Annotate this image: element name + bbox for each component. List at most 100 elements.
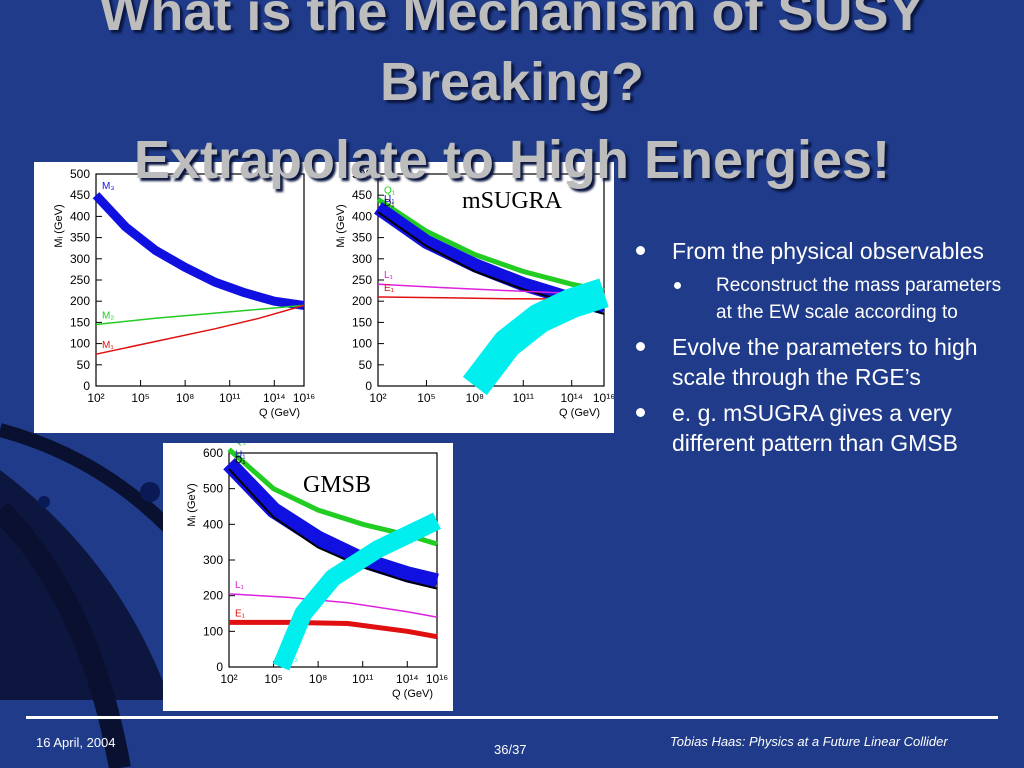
y-tick-label: 500 [352,167,372,181]
series-line [228,468,438,590]
series-label: E₁ [235,608,246,619]
bullet-text: Evolve the parameters to high scale thro… [672,334,978,390]
y-axis-label: Mᵢ (GeV) [335,204,347,247]
series-label: D₁ [235,455,246,466]
series-label: H₂ [287,653,298,664]
y-tick-label: 450 [352,188,372,202]
x-tick-label: 10¹⁴ [560,391,583,405]
bullet-list: From the physical observables Reconstruc… [636,236,1016,464]
y-tick-label: 50 [359,358,373,372]
x-tick-label: 10¹⁶ [426,672,448,686]
y-tick-label: 0 [83,379,90,393]
footer-page-number: 36/37 [494,742,527,757]
sub-bullet-dot-icon [674,282,681,289]
plot-frame [95,173,305,387]
y-tick-label: 500 [203,482,223,496]
series-label: Q₁ [384,185,396,196]
series-line [223,458,439,590]
gmsb-label: GMSB [303,472,372,498]
bullet-dot-icon [636,342,645,351]
x-tick-label: 10² [369,391,386,405]
series-line [92,192,305,310]
msugra-label: mSUGRA [462,188,563,214]
y-tick-label: 100 [203,624,223,638]
y-tick-label: 300 [352,252,372,266]
x-axis-label: Q (GeV) [259,407,300,419]
footer-author: Tobias Haas: Physics at a Future Linear … [670,734,948,749]
y-tick-label: 300 [70,252,90,266]
x-tick-label: 10⁵ [417,391,435,405]
y-tick-label: 0 [365,379,372,393]
y-tick-label: 400 [203,517,223,531]
y-tick-label: 150 [70,315,90,329]
series-label: M₁ [102,340,114,351]
x-tick-label: 10⁸ [466,391,484,405]
footer-date: 16 April, 2004 [36,735,116,750]
footer-divider [26,716,998,719]
series-line [95,304,305,326]
y-tick-label: 200 [352,294,372,308]
x-tick-label: 10⁸ [176,391,194,405]
slide-title-line-1: What is the Mechanism of SUSY [99,0,925,42]
y-tick-label: 150 [352,315,372,329]
y-tick-label: 300 [203,553,223,567]
series-label: E₁ [384,283,395,294]
x-tick-label: 10¹¹ [219,391,240,405]
bullet-item: e. g. mSUGRA gives a very different patt… [636,398,1016,458]
x-tick-label: 10¹¹ [352,672,373,686]
series-label: H₂ [481,372,492,383]
series-line [376,197,605,294]
bullet-text: e. g. mSUGRA gives a very different patt… [672,400,958,456]
y-tick-label: 600 [203,446,223,460]
sub-bullet-item: Reconstruct the mass parameters at the E… [672,272,1016,326]
x-tick-label: 10¹⁴ [263,391,286,405]
y-tick-label: 200 [203,589,223,603]
x-tick-label: 10⁵ [131,391,149,405]
x-tick-label: 10⁸ [309,672,327,686]
y-tick-label: 400 [352,209,372,223]
series-line [377,283,605,296]
y-tick-label: 50 [77,358,91,372]
series-line [95,304,305,355]
x-tick-label: 10⁵ [264,672,282,686]
sub-bullet-text: Reconstruct the mass parameters at the E… [716,275,1002,323]
x-tick-label: 10² [220,672,237,686]
series-label: U₁ [384,194,395,205]
y-tick-label: 500 [70,167,90,181]
series-label: Q₁ [235,443,247,446]
series-label: U₁ [235,450,246,461]
slide-title-line-2: Breaking? [379,52,645,112]
y-tick-label: 100 [352,337,372,351]
x-tick-label: 10¹⁶ [293,391,315,405]
y-tick-label: 400 [70,209,90,223]
x-axis-label: Q (GeV) [392,688,433,700]
series-line [228,593,438,618]
y-tick-label: 250 [70,273,90,287]
y-tick-label: 450 [70,188,90,202]
bullet-dot-icon [636,246,645,255]
x-tick-label: 10¹⁴ [396,672,419,686]
y-axis-label: Mᵢ (GeV) [186,483,198,526]
series-label: L₁ [235,580,245,591]
series-label: L₁ [384,270,394,281]
y-tick-label: 250 [352,273,372,287]
x-tick-label: 10² [87,391,104,405]
gmsb-figure: 600 500 400 300 200 100 0 10² 10⁵ 10⁸ 10¹¹ 10¹⁴ 10¹⁶… [163,443,453,711]
slide-title-line-3: Extrapolate to High Energies! [133,130,891,190]
y-tick-label: 200 [70,294,90,308]
series-line [229,619,438,640]
y-tick-label: 100 [70,337,90,351]
series-label: M₃ [102,181,114,192]
x-tick-label: 10¹⁶ [593,391,614,405]
bullet-item: Evolve the parameters to high scale thro… [636,332,1016,392]
x-tick-label: 10¹¹ [513,391,534,405]
bullet-dot-icon [636,408,645,417]
x-axis-label: Q (GeV) [559,407,600,419]
y-tick-label: 350 [352,231,372,245]
series-label: M₂ [102,311,114,322]
series-line [462,278,609,396]
y-axis-label: Mᵢ (GeV) [53,204,65,247]
series-label: D₁ [384,198,395,209]
bullet-item: From the physical observables [636,236,1016,266]
series-line [272,512,441,671]
